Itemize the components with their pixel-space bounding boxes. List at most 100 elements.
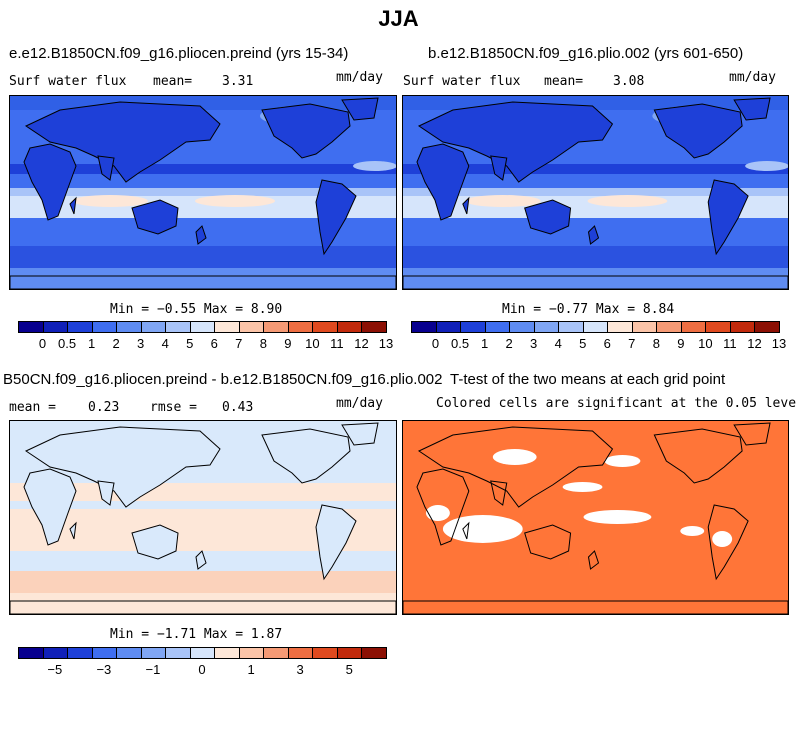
colorbar-cell [116,647,142,659]
coastline-madagascar [69,196,77,215]
panel2-title: b.e12.B1850CN.f09_g16.plio.002 (yrs 601-… [428,45,744,62]
pacific-dry-patch [195,195,275,207]
arctic-band [10,96,396,110]
colorbar-cell [361,321,387,333]
non-significant-pacific-d [604,455,641,467]
colorbar-cell [140,321,167,333]
coastline-india [490,155,508,181]
coastline-samerica [707,179,749,256]
colorbar-tick-label: 13 [378,336,394,351]
colorbar-tick-label: 0 [38,336,47,351]
colorbar-tick-label: −5 [47,662,63,677]
colorbar-tick-label: 3 [530,336,538,351]
panel2-mean-label: mean= [544,74,584,89]
non-significant-pacific-a [583,510,652,524]
panel1-minmax: Min = −0.55 Max = 8.90 [110,302,283,317]
colorbar-cell [238,647,265,659]
colorbar-tick-label: −3 [96,662,112,677]
colorbar-tick-label: 0.5 [451,336,470,351]
colorbar-cell [214,647,240,659]
indian-dry-patch [464,195,541,207]
map3-svg [10,421,396,614]
coastline-nz [195,550,207,570]
coastline-eurasia [24,101,221,183]
panel2-colorbar: 0 0.5 1 2 3 4 5 6 7 8 9 10 11 12 13 [411,321,786,353]
colorbar-cell [116,321,142,333]
coastline-nz [587,550,600,570]
map1-svg [10,96,396,289]
colorbar-cell [509,321,535,333]
panel2-mean-value: 3.08 [613,74,645,89]
colorbar-tick-label: 8 [652,336,660,351]
colorbar-tick-label: 7 [235,336,243,351]
coastline-greenland [733,422,771,446]
colorbar-tick-label: 9 [677,336,685,351]
colorbar-cell [91,647,118,659]
colorbar-cell [656,321,682,333]
colorbar-tick-label: 12 [354,336,369,351]
coastline-greenland [733,97,771,121]
coastline-greenland [341,97,379,121]
non-significant-indian [442,515,523,543]
colorbar-tick-label: 5 [186,336,194,351]
colorbar-cell [214,321,240,333]
non-significant-samerica [712,531,733,547]
panel3-units: mm/day [336,396,383,411]
colorbar-tick-label: 4 [161,336,169,351]
coastline-australia [524,199,572,235]
colorbar-tick-label: 0.5 [58,336,77,351]
panel1-title: e.e12.B1850CN.f09_g16.pliocen.preind (yr… [9,45,349,62]
coastline-samerica [707,504,749,581]
colorbar-tick-label: 5 [579,336,587,351]
colorbar-tick-label: 12 [747,336,762,351]
colorbar-cell [754,321,780,333]
coastline-antarctica [403,600,788,614]
colorbar-cell [729,321,756,333]
coastline-antarctica [403,275,788,289]
colorbar-cell [287,647,314,659]
colorbar-cell [631,321,658,333]
colorbar-cell [336,647,363,659]
map4-svg [403,421,788,614]
colorbar-cell [42,321,69,333]
coastline-eurasia [24,426,221,508]
panel2-units: mm/day [729,70,776,85]
panel2-map [402,95,789,290]
panel4-title: T-test of the two means at each grid poi… [450,371,726,388]
indian-dry-patch [72,195,148,207]
colorbar-cell [312,321,338,333]
colorbar-tick-label: 0 [198,662,206,677]
panel4-subtitle: Colored cells are significant at the 0.0… [436,396,797,411]
subtropical-edge-band [10,188,396,196]
panel1-colorbar: 0 0.5 1 2 3 4 5 6 7 8 9 10 11 12 13 [18,321,393,353]
colorbar-tick-label: 10 [305,336,320,351]
storm-track-band [403,246,788,268]
atlantic-dry-patch [353,161,396,171]
coastline-australia [524,524,572,560]
coastline-namerica [261,103,351,159]
storm-track-positive-band [10,571,396,593]
coastline-madagascar [69,521,77,540]
colorbar-cell [533,321,560,333]
panel1-map [9,95,397,290]
coastline-india [97,155,115,181]
colorbar-tick-label: 10 [698,336,713,351]
colorbar-cell [435,321,462,333]
figure-title: JJA [378,6,419,31]
coastline-madagascar [462,521,470,540]
coastline-africa [416,468,470,546]
coastline-namerica [261,428,351,484]
coastline-nz [587,225,600,245]
colorbar-cell [607,321,633,333]
colorbar-cell [165,647,191,659]
panel4-map [402,420,789,615]
colorbar-tick-label: −1 [145,662,161,677]
colorbar-cell [484,321,511,333]
colorbar-tick-label: 13 [771,336,787,351]
colorbar-tick-label: 1 [480,336,489,351]
colorbar-tick-label: 6 [603,336,611,351]
colorbar-cell [189,321,216,333]
colorbar-cell [336,321,363,333]
coastline-namerica [653,428,743,484]
colorbar-cell [680,321,707,333]
